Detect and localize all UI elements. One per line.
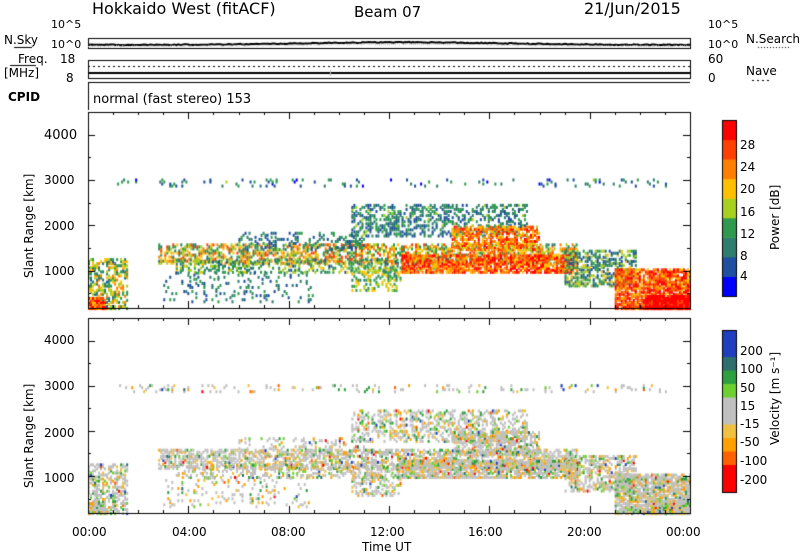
- power-ytick-3000: 3000: [44, 173, 75, 187]
- power-cbar-28: 28: [740, 138, 756, 152]
- vel-cbar-m200: -200: [740, 473, 768, 487]
- velocity-ytick-2000: 2000: [44, 426, 75, 440]
- velocity-ytick-3000: 3000: [44, 379, 75, 393]
- cpid-text: normal (fast stereo) 153: [93, 92, 252, 107]
- power-ytick-2000: 2000: [44, 219, 75, 233]
- vel-cbar-m100: -100: [740, 454, 768, 468]
- xtick-2400: 00:00: [666, 525, 701, 539]
- power-cbar-24: 24: [740, 160, 756, 174]
- xtick-2000: 20:00: [567, 525, 602, 539]
- vel-cbar-200: 200: [740, 344, 763, 358]
- power-cbar-8: 8: [740, 249, 748, 263]
- freq-unit-label: [MHz]: [4, 66, 40, 80]
- freq-tick-top: 18: [60, 52, 76, 66]
- nave-tick-bottom: 0: [708, 71, 716, 85]
- xtick-1600: 16:00: [468, 525, 503, 539]
- power-cbar-12: 12: [740, 227, 756, 241]
- freq-tick-bottom: 8: [66, 71, 74, 85]
- velocity-ytick-1000: 1000: [44, 471, 75, 485]
- vel-cbar-100: 100: [740, 362, 763, 376]
- beam-title: Beam 07: [354, 3, 422, 21]
- nsky-label: N.Sky: [4, 33, 39, 47]
- nsearch-label: N.Search: [746, 32, 800, 46]
- nave-label: Nave: [746, 64, 777, 78]
- vel-cbar-m50: -50: [740, 435, 760, 449]
- xtick-0800: 08:00: [271, 525, 306, 539]
- xtick-0000: 00:00: [72, 525, 107, 539]
- vel-cbar-15: 15: [740, 399, 756, 413]
- power-ytick-4000: 4000: [44, 128, 78, 143]
- velocity-colorbar-label: Velocity [m s⁻¹]: [768, 351, 782, 445]
- vel-cbar-50: 50: [740, 381, 756, 395]
- power-colorbar-label: Power [dB]: [768, 184, 782, 250]
- velocity-ylabel: Slant Range [km]: [22, 383, 36, 488]
- power-cbar-4: 4: [740, 269, 748, 283]
- radar-title: Hokkaido West (fitACF): [92, 0, 276, 18]
- nsearch-tick-bottom: 10^0: [708, 38, 739, 51]
- nsky-tick-top: 10^5: [51, 18, 82, 31]
- nsearch-tick-top: 10^5: [708, 18, 739, 31]
- power-cbar-16: 16: [740, 205, 756, 219]
- nave-tick-top: 60: [708, 52, 724, 66]
- xtick-1200: 12:00: [370, 525, 405, 539]
- date-title: 21/Jun/2015: [584, 0, 681, 18]
- power-ytick-1000: 1000: [44, 264, 75, 278]
- xtick-0400: 04:00: [172, 525, 207, 539]
- power-ylabel: Slant Range [km]: [22, 173, 36, 278]
- power-cbar-20: 20: [740, 182, 756, 196]
- vel-cbar-m15: -15: [740, 417, 760, 431]
- cpid-label: CPID: [8, 90, 41, 104]
- freq-label: Freq.: [18, 52, 48, 66]
- x-axis-label: Time UT: [362, 540, 412, 554]
- nsky-tick-bottom: 10^0: [51, 38, 82, 51]
- velocity-ytick-4000: 4000: [44, 333, 75, 347]
